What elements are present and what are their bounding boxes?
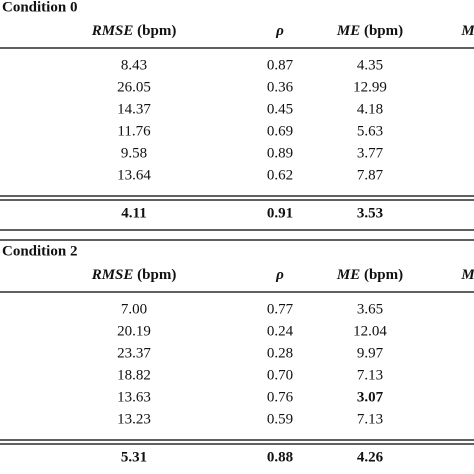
- header-symbol: M: [460, 23, 474, 39]
- cell: 23.37: [117, 345, 151, 361]
- cell: 0.62: [267, 167, 293, 183]
- cell: 12.04: [353, 323, 387, 339]
- cell: 7.13: [357, 367, 383, 383]
- cell: 3.07: [357, 389, 384, 405]
- summary-cell: 5.31: [121, 449, 147, 465]
- header-symbol: M: [460, 267, 474, 283]
- cell: 5.63: [357, 123, 383, 139]
- section-title: Condition 0: [2, 0, 77, 15]
- cell: 12.99: [353, 79, 387, 95]
- cell: 0.36: [267, 79, 294, 95]
- column-header: M: [460, 267, 474, 283]
- cell: 26.05: [117, 79, 151, 95]
- summary-cell: 4.11: [121, 205, 146, 221]
- column-header: ME (bpm): [336, 267, 403, 283]
- column-header: RMSE (bpm): [91, 267, 177, 283]
- summary-cell: 0.91: [267, 205, 293, 221]
- column-header: RMSE (bpm): [91, 23, 177, 39]
- column-header: ρ: [275, 23, 284, 39]
- cell: 3.65: [357, 301, 383, 317]
- cell: 8.43: [121, 57, 147, 73]
- header-unit: (bpm): [137, 267, 176, 283]
- cell: 4.18: [357, 101, 383, 117]
- cell: 3.77: [357, 145, 384, 161]
- header-symbol: ρ: [275, 23, 284, 39]
- cell: 0.70: [267, 367, 293, 383]
- header-symbol: RMSE: [91, 267, 134, 283]
- header-symbol: ME: [336, 267, 360, 283]
- summary-cell: 4.26: [357, 449, 384, 465]
- cell: 0.59: [267, 411, 293, 427]
- column-header: M: [460, 23, 474, 39]
- cell: 14.37: [117, 101, 151, 117]
- summary-cell: 3.53: [357, 205, 383, 221]
- cell: 0.28: [267, 345, 293, 361]
- cell: 7.13: [357, 411, 383, 427]
- cell: 0.69: [267, 123, 293, 139]
- cell: 13.63: [117, 389, 151, 405]
- header-unit: (bpm): [364, 267, 403, 283]
- cell: 18.82: [117, 367, 151, 383]
- header-symbol: RMSE: [91, 23, 134, 39]
- column-header: ME (bpm): [336, 23, 403, 39]
- cell: 0.76: [267, 389, 294, 405]
- cell: 0.77: [267, 301, 294, 317]
- cell: 20.19: [117, 323, 151, 339]
- cell: 7.00: [121, 301, 147, 317]
- section-title: Condition 2: [2, 243, 77, 259]
- cell: 0.89: [267, 145, 293, 161]
- cell: 9.58: [121, 145, 147, 161]
- header-unit: (bpm): [364, 23, 403, 39]
- cell: 13.64: [117, 167, 151, 183]
- header-symbol: ρ: [275, 267, 284, 283]
- header-unit: (bpm): [137, 23, 176, 39]
- cell: 9.97: [357, 345, 384, 361]
- cell: 7.87: [357, 167, 384, 183]
- summary-cell: 0.88: [267, 449, 293, 465]
- cell: 4.35: [357, 57, 383, 73]
- cell: 11.76: [117, 123, 151, 139]
- cell: 13.23: [117, 411, 151, 427]
- cell: 0.24: [267, 323, 294, 339]
- cell: 0.87: [267, 57, 294, 73]
- cell: 0.45: [267, 101, 293, 117]
- header-symbol: ME: [336, 23, 360, 39]
- column-header: ρ: [275, 267, 284, 283]
